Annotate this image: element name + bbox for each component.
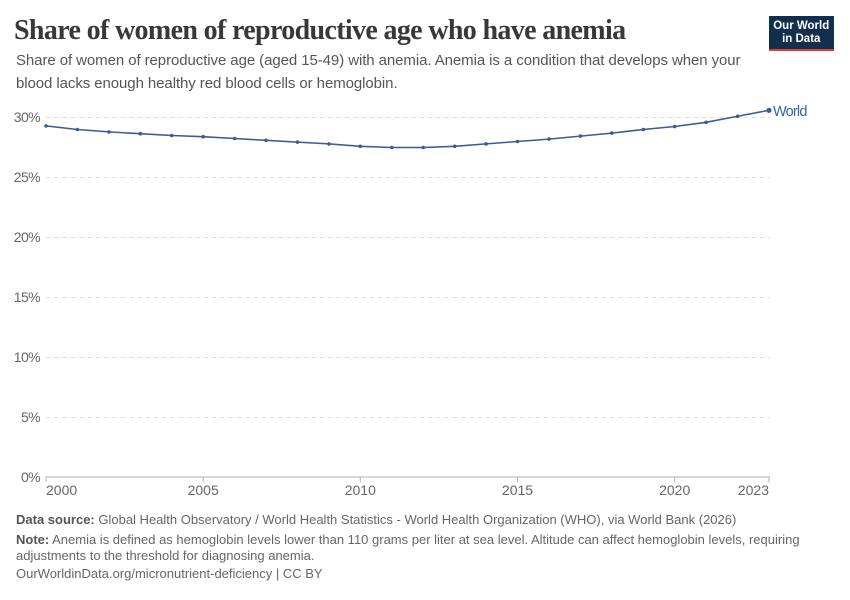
- svg-text:20%: 20%: [14, 229, 40, 245]
- svg-text:25%: 25%: [14, 169, 40, 185]
- svg-text:2023: 2023: [738, 482, 769, 498]
- svg-text:15%: 15%: [14, 289, 40, 305]
- svg-text:30%: 30%: [14, 109, 40, 125]
- svg-text:0%: 0%: [21, 469, 40, 485]
- svg-text:2000: 2000: [46, 482, 77, 498]
- svg-text:2005: 2005: [188, 482, 219, 498]
- svg-text:2015: 2015: [502, 482, 533, 498]
- svg-text:2010: 2010: [345, 482, 376, 498]
- svg-text:10%: 10%: [14, 349, 40, 365]
- svg-text:2020: 2020: [659, 482, 690, 498]
- svg-text:5%: 5%: [21, 409, 40, 425]
